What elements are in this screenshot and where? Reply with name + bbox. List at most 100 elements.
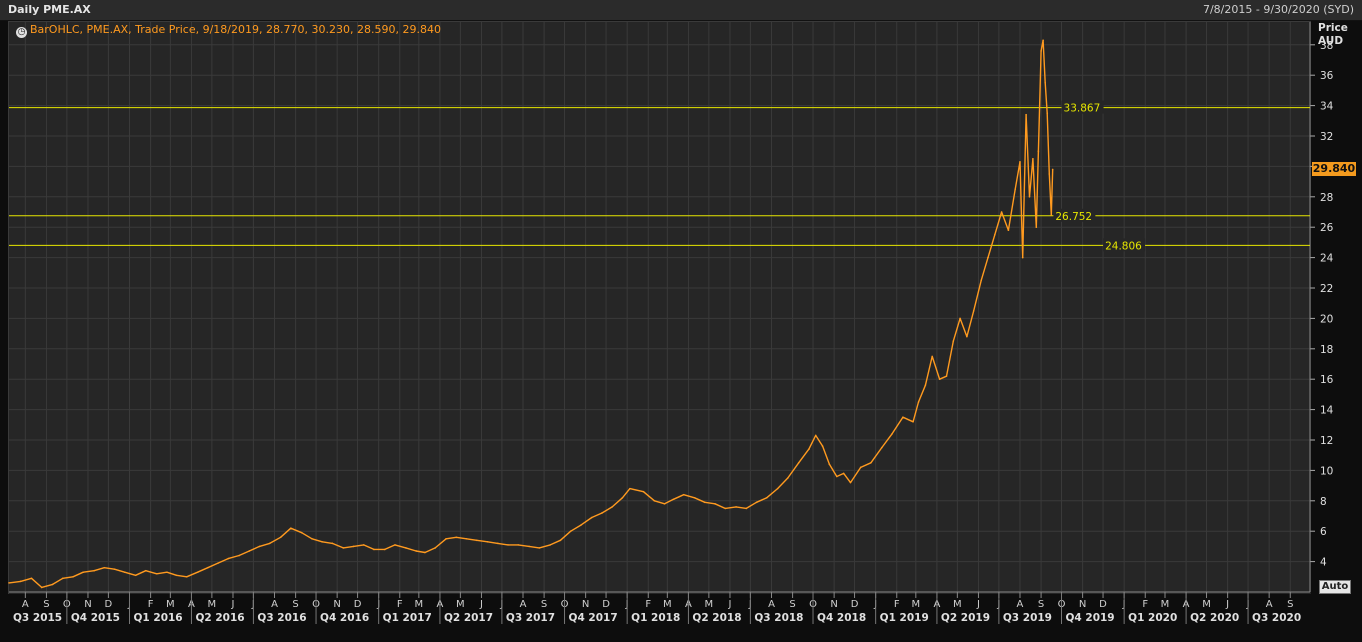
price-point [1032, 158, 1034, 160]
price-point [745, 507, 748, 510]
price-point [206, 566, 209, 569]
price-point [828, 463, 831, 466]
level-label: 24.806 [1105, 240, 1142, 252]
y-tick-label: 22 [1320, 283, 1333, 295]
price-point [185, 576, 188, 578]
y-axis-title: Price AUD [1318, 22, 1348, 48]
price-point [40, 586, 43, 589]
y-tick-label: 20 [1320, 313, 1333, 325]
price-point [917, 401, 920, 403]
price-point [549, 544, 552, 546]
level-label: 33.867 [1064, 103, 1101, 115]
y-tick-label: 28 [1320, 192, 1333, 204]
current-price-badge: 29.840 [1312, 162, 1356, 177]
month-tick-label: N [84, 599, 91, 610]
month-tick-label: N [830, 599, 837, 610]
quarter-tick-label: Q1 2019 [880, 612, 929, 624]
month-tick-label: M [953, 599, 962, 610]
price-point [217, 562, 219, 564]
price-point [966, 335, 968, 338]
price-point [175, 574, 178, 577]
month-tick-label: A [768, 599, 775, 610]
month-tick-label: F [148, 599, 154, 610]
y-tick-label: 24 [1320, 253, 1334, 265]
y-tick-label: 38 [1320, 40, 1333, 52]
month-tick-label: M [1202, 599, 1211, 610]
month-tick-label: S [541, 599, 547, 610]
price-point [434, 547, 436, 549]
month-tick-label: F [645, 599, 651, 610]
legend-text: BarOHLC, PME.AX, Trade Price, 9/18/2019,… [30, 23, 441, 36]
quarter-tick-label: Q1 2018 [631, 612, 680, 624]
price-point [227, 557, 230, 560]
quarter-tick-label: Q3 2019 [1003, 612, 1052, 624]
price-point [931, 355, 933, 358]
price-point [703, 501, 706, 504]
month-tick-label: S [789, 599, 795, 610]
price-point [1025, 113, 1027, 116]
price-point [945, 375, 948, 377]
price-point [808, 448, 810, 450]
price-point [465, 538, 468, 540]
date-range: 7/8/2015 - 9/30/2020 (SYD) [1202, 3, 1354, 16]
level-label-bg [1061, 100, 1104, 114]
quarter-tick-label: Q4 2016 [320, 612, 369, 624]
price-point [1007, 229, 1010, 232]
month-tick-label: F [894, 599, 900, 610]
price-point [959, 317, 961, 320]
quarter-tick-label: Q3 2017 [506, 612, 555, 624]
price-point [166, 571, 168, 574]
price-point [155, 572, 158, 575]
y-tick-label: 10 [1320, 465, 1333, 477]
price-point [870, 462, 872, 464]
y-tick-label: 16 [1320, 374, 1334, 386]
price-point [836, 475, 838, 478]
price-point [311, 538, 313, 540]
month-tick-label: D [602, 599, 610, 610]
month-tick-label: M [456, 599, 465, 610]
price-point [642, 490, 645, 493]
price-point [821, 445, 824, 447]
price-point [19, 580, 22, 583]
price-point [528, 545, 530, 548]
series-legend[interactable]: ◷ BarOHLC, PME.AX, Trade Price, 9/18/2019… [16, 23, 441, 38]
price-point [765, 496, 768, 499]
price-point [1050, 214, 1053, 216]
price-point [1051, 168, 1054, 171]
price-point [663, 503, 666, 505]
price-point [394, 544, 396, 546]
quarter-tick-label: Q4 2017 [569, 612, 618, 624]
y-tick-label: 8 [1320, 496, 1327, 508]
price-point [51, 583, 54, 586]
price-point [797, 462, 800, 464]
price-point [682, 493, 685, 496]
price-point [1040, 50, 1042, 52]
month-tick-label: D [105, 599, 113, 610]
price-point [321, 541, 323, 543]
price-point [8, 582, 10, 584]
quarter-tick-label: Q2 2020 [1190, 612, 1239, 624]
y-tick-label: 12 [1320, 435, 1333, 447]
y-tick-label: 26 [1320, 222, 1334, 234]
quarter-tick-label: Q1 2020 [1128, 612, 1177, 624]
quarter-tick-label: Q4 2018 [817, 612, 866, 624]
y-tick-label: 18 [1320, 344, 1333, 356]
price-point [507, 544, 509, 546]
price-point [352, 545, 355, 548]
month-tick-label: J [231, 599, 235, 610]
price-point [145, 569, 147, 572]
quarter-tick-label: Q4 2019 [1066, 612, 1115, 624]
clock-icon: ◷ [16, 27, 27, 38]
month-tick-label: A [1266, 599, 1273, 610]
auto-scale-button[interactable]: Auto [1319, 580, 1351, 594]
quarter-tick-label: Q4 2015 [71, 612, 120, 624]
plot-area[interactable] [8, 21, 1311, 594]
price-point [735, 506, 737, 508]
price-point [924, 384, 927, 387]
price-point [987, 256, 989, 259]
price-point [912, 420, 914, 423]
price-point [383, 548, 386, 551]
month-tick-label: S [292, 599, 298, 610]
